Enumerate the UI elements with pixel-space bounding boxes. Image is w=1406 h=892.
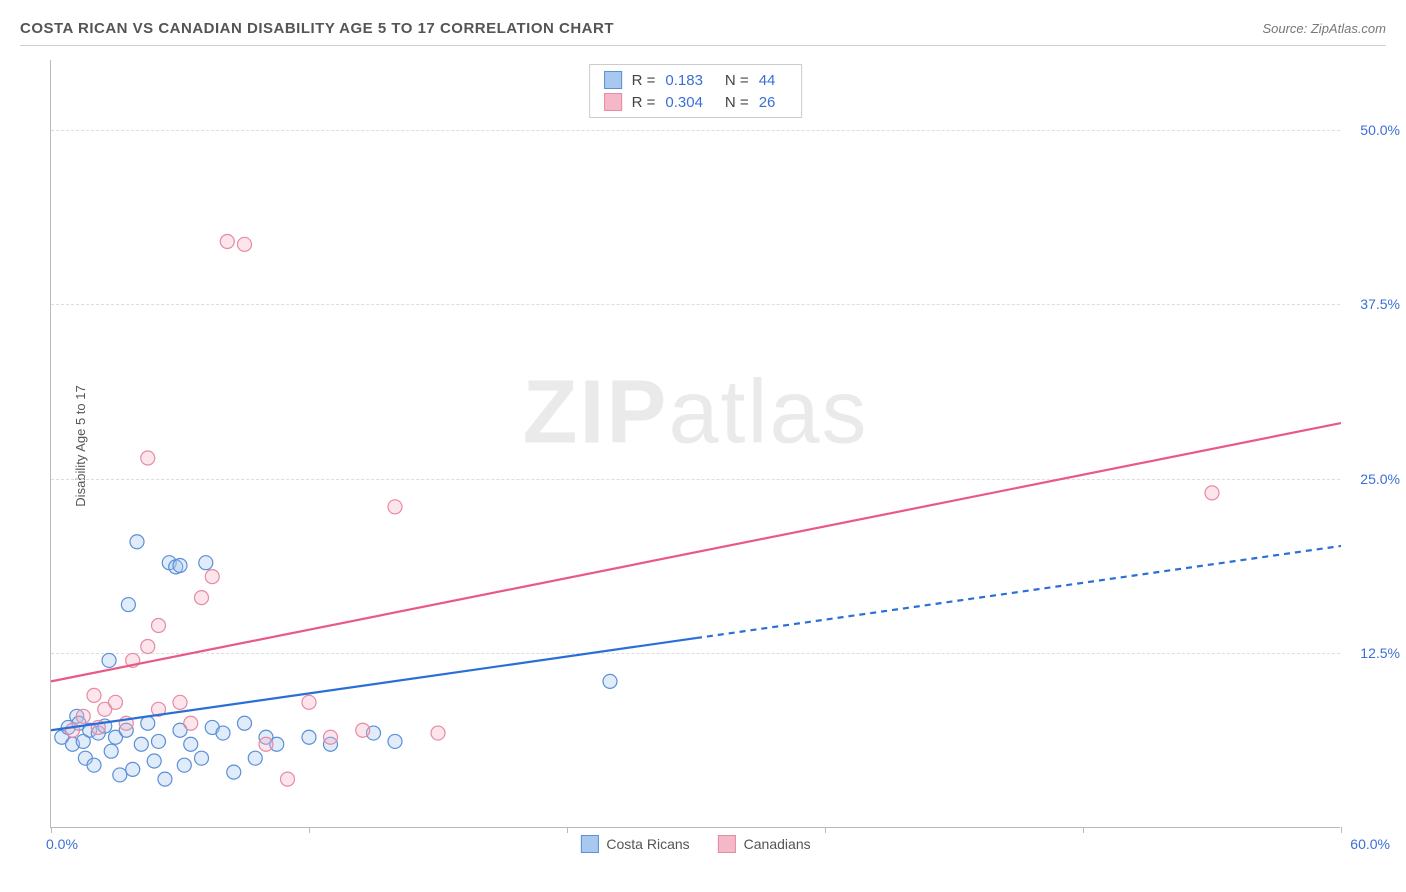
data-point bbox=[173, 695, 187, 709]
data-point bbox=[431, 726, 445, 740]
r-label: R = bbox=[632, 94, 656, 111]
data-point bbox=[173, 558, 187, 572]
n-label: N = bbox=[725, 72, 749, 89]
data-point bbox=[141, 451, 155, 465]
correlation-legend: R = 0.183 N = 44 R = 0.304 N = 26 bbox=[589, 64, 803, 118]
x-origin-label: 0.0% bbox=[46, 836, 78, 852]
n-value-1: 26 bbox=[759, 94, 776, 111]
legend-swatch-1 bbox=[718, 835, 736, 853]
data-point bbox=[152, 619, 166, 633]
data-point bbox=[109, 695, 123, 709]
data-point bbox=[281, 772, 295, 786]
x-max-label: 60.0% bbox=[1350, 836, 1390, 852]
data-point bbox=[87, 758, 101, 772]
legend-label-1: Canadians bbox=[744, 836, 811, 852]
data-point bbox=[102, 653, 116, 667]
x-tick bbox=[1341, 827, 1342, 833]
data-point bbox=[259, 737, 273, 751]
data-point bbox=[205, 570, 219, 584]
chart-title: COSTA RICAN VS CANADIAN DISABILITY AGE 5… bbox=[20, 20, 614, 37]
chart-svg bbox=[51, 60, 1340, 827]
x-tick bbox=[51, 827, 52, 833]
data-point bbox=[227, 765, 241, 779]
data-point bbox=[238, 237, 252, 251]
data-point bbox=[603, 674, 617, 688]
source-name: ZipAtlas.com bbox=[1311, 21, 1386, 36]
y-tick-label: 12.5% bbox=[1360, 645, 1400, 661]
correlation-row-0: R = 0.183 N = 44 bbox=[604, 69, 788, 91]
data-point bbox=[147, 754, 161, 768]
trend-line-extrapolated bbox=[696, 546, 1341, 638]
data-point bbox=[195, 751, 209, 765]
data-point bbox=[302, 695, 316, 709]
x-tick bbox=[1083, 827, 1084, 833]
correlation-row-1: R = 0.304 N = 26 bbox=[604, 91, 788, 113]
data-point bbox=[141, 716, 155, 730]
y-tick-label: 50.0% bbox=[1360, 122, 1400, 138]
data-point bbox=[388, 500, 402, 514]
data-point bbox=[177, 758, 191, 772]
data-point bbox=[152, 734, 166, 748]
y-tick-label: 37.5% bbox=[1360, 296, 1400, 312]
data-point bbox=[158, 772, 172, 786]
series-legend: Costa Ricans Canadians bbox=[580, 835, 810, 853]
data-point bbox=[302, 730, 316, 744]
y-tick-label: 25.0% bbox=[1360, 471, 1400, 487]
data-point bbox=[126, 762, 140, 776]
data-point bbox=[248, 751, 262, 765]
data-point bbox=[130, 535, 144, 549]
data-point bbox=[216, 726, 230, 740]
data-point bbox=[238, 716, 252, 730]
source-attribution: Source: ZipAtlas.com bbox=[1262, 21, 1386, 36]
title-bar: COSTA RICAN VS CANADIAN DISABILITY AGE 5… bbox=[20, 20, 1386, 46]
data-point bbox=[220, 235, 234, 249]
swatch-series-0 bbox=[604, 71, 622, 89]
legend-label-0: Costa Ricans bbox=[606, 836, 689, 852]
data-point bbox=[324, 730, 338, 744]
plot-area: ZIPatlas 12.5%25.0%37.5%50.0% 0.0% 60.0%… bbox=[50, 60, 1340, 828]
data-point bbox=[388, 734, 402, 748]
legend-swatch-0 bbox=[580, 835, 598, 853]
data-point bbox=[104, 744, 118, 758]
legend-item-0: Costa Ricans bbox=[580, 835, 689, 853]
r-value-0: 0.183 bbox=[665, 72, 703, 89]
data-point bbox=[134, 737, 148, 751]
data-point bbox=[1205, 486, 1219, 500]
data-point bbox=[141, 639, 155, 653]
data-point bbox=[113, 768, 127, 782]
r-label: R = bbox=[632, 72, 656, 89]
n-label: N = bbox=[725, 94, 749, 111]
x-tick bbox=[825, 827, 826, 833]
data-point bbox=[121, 598, 135, 612]
n-value-0: 44 bbox=[759, 72, 776, 89]
data-point bbox=[184, 716, 198, 730]
data-point bbox=[87, 688, 101, 702]
x-tick bbox=[309, 827, 310, 833]
x-tick bbox=[567, 827, 568, 833]
trend-line bbox=[51, 423, 1341, 681]
swatch-series-1 bbox=[604, 93, 622, 111]
data-point bbox=[199, 556, 213, 570]
r-value-1: 0.304 bbox=[665, 94, 703, 111]
source-prefix: Source: bbox=[1262, 21, 1310, 36]
data-point bbox=[356, 723, 370, 737]
legend-item-1: Canadians bbox=[718, 835, 811, 853]
data-point bbox=[76, 709, 90, 723]
data-point bbox=[184, 737, 198, 751]
data-point bbox=[66, 723, 80, 737]
data-point bbox=[195, 591, 209, 605]
